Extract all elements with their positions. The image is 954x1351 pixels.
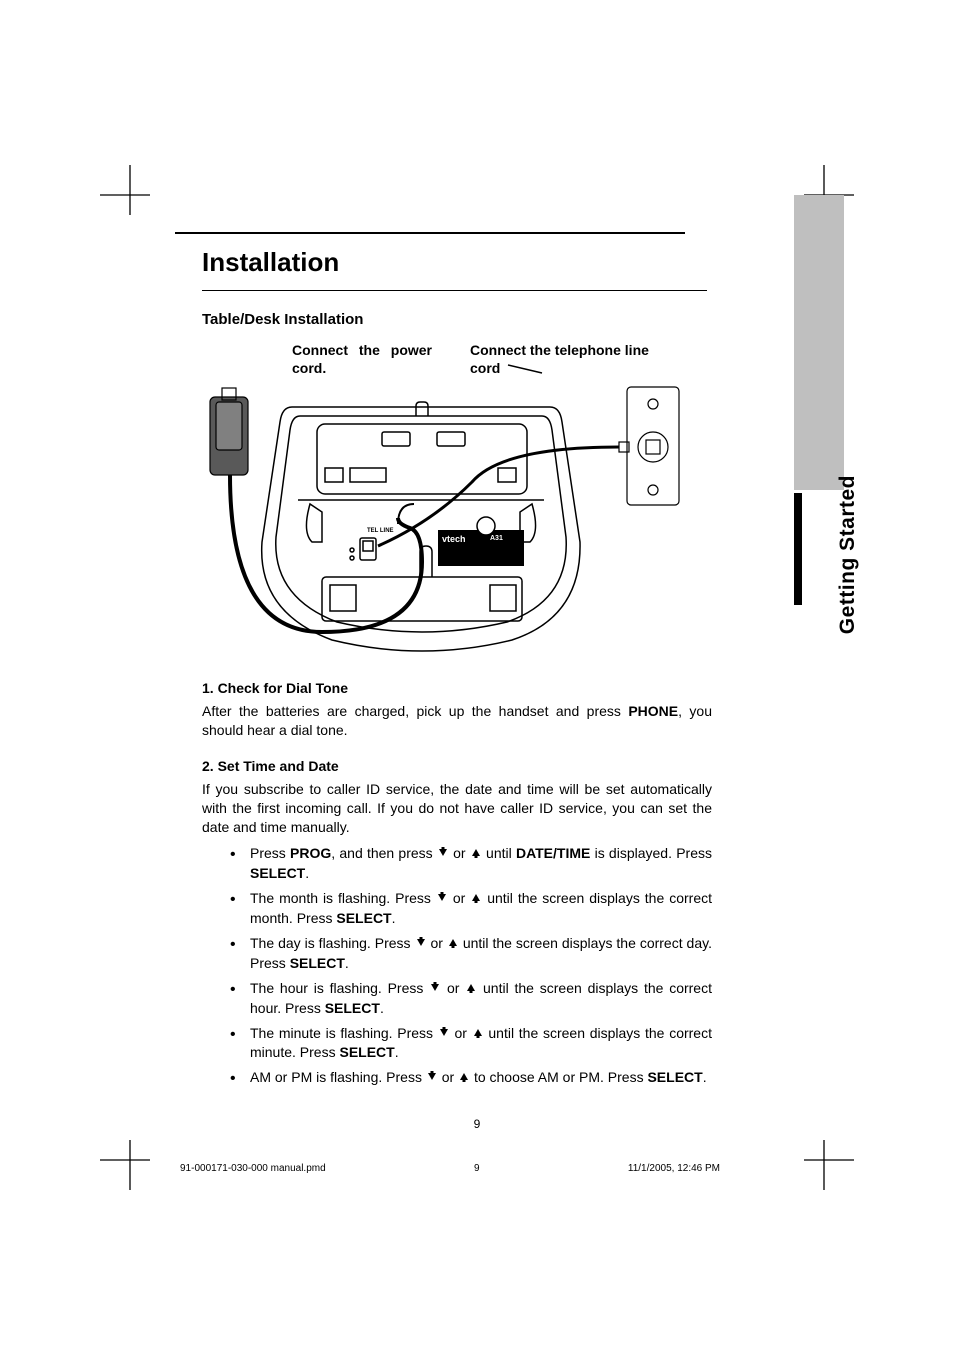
page-number: 9 — [0, 1117, 954, 1131]
diagram-caption-line: Connect the telephone line cord — [470, 342, 660, 377]
adapter-label: A31 — [490, 535, 503, 542]
bullet-3: The hour is flashing. Press or until the… — [230, 979, 712, 1018]
down-arrow-icon — [415, 935, 427, 954]
up-arrow-icon — [472, 1025, 484, 1044]
brand-label: vtech — [442, 534, 466, 544]
diagram-caption-line-text: Connect the telephone line cord — [470, 342, 649, 376]
step1-heading: 1. Check for Dial Tone — [202, 680, 712, 696]
page-title: Installation — [202, 247, 712, 278]
step2-intro: If you subscribe to caller ID service, t… — [202, 780, 712, 837]
section-tab-mark — [794, 493, 802, 605]
title-rule — [175, 232, 685, 234]
up-arrow-icon — [470, 845, 482, 864]
phone-base-diagram: TEL LINE vtech A31 — [202, 382, 682, 662]
leader-line-icon — [504, 361, 544, 375]
step2-bullets: Press PROG, and then press or until DATE… — [230, 844, 712, 1088]
section-tab-label: Getting Started — [836, 475, 860, 634]
diagram-caption-power: Connect the power cord. — [292, 342, 432, 377]
up-arrow-icon — [465, 980, 477, 999]
footer-file: 91-000171-030-000 manual.pmd — [180, 1163, 326, 1174]
down-arrow-icon — [438, 1025, 450, 1044]
footer-page: 9 — [474, 1163, 480, 1174]
cropmark-bottom-right — [804, 1140, 854, 1190]
bullet-2: The day is flashing. Press or until the … — [230, 934, 712, 973]
content: Installation Table/Desk Installation Con… — [202, 247, 712, 1094]
section-tab-band — [794, 195, 844, 490]
subheading: Table/Desk Installation — [202, 311, 712, 328]
page: Getting Started Installation Table/Desk … — [0, 0, 954, 1351]
down-arrow-icon — [437, 845, 449, 864]
cropmark-bottom-left — [100, 1140, 150, 1190]
bullet-1: The month is flashing. Press or until th… — [230, 889, 712, 928]
step2-heading: 2. Set Time and Date — [202, 758, 712, 774]
up-arrow-icon — [447, 935, 459, 954]
up-arrow-icon — [470, 890, 482, 909]
title-underline — [202, 290, 707, 291]
footer: 91-000171-030-000 manual.pmd 9 11/1/2005… — [180, 1163, 720, 1174]
down-arrow-icon — [429, 980, 441, 999]
bullet-4: The minute is flashing. Press or until t… — [230, 1024, 712, 1063]
cropmark-top-left — [100, 165, 150, 215]
step1-text: After the batteries are charged, pick up… — [202, 702, 712, 740]
down-arrow-icon — [436, 890, 448, 909]
installation-diagram: Connect the power cord. Connect the tele… — [202, 342, 712, 662]
down-arrow-icon — [426, 1069, 438, 1088]
tel-line-label: TEL LINE — [367, 528, 394, 534]
bullet-0: Press PROG, and then press or until DATE… — [230, 844, 712, 883]
step1-bold: PHONE — [628, 703, 678, 719]
up-arrow-icon — [458, 1069, 470, 1088]
bullet-5: AM or PM is flashing. Press or to choose… — [230, 1068, 712, 1088]
step1-pre: After the batteries are charged, pick up… — [202, 703, 628, 719]
footer-datetime: 11/1/2005, 12:46 PM — [628, 1163, 720, 1174]
